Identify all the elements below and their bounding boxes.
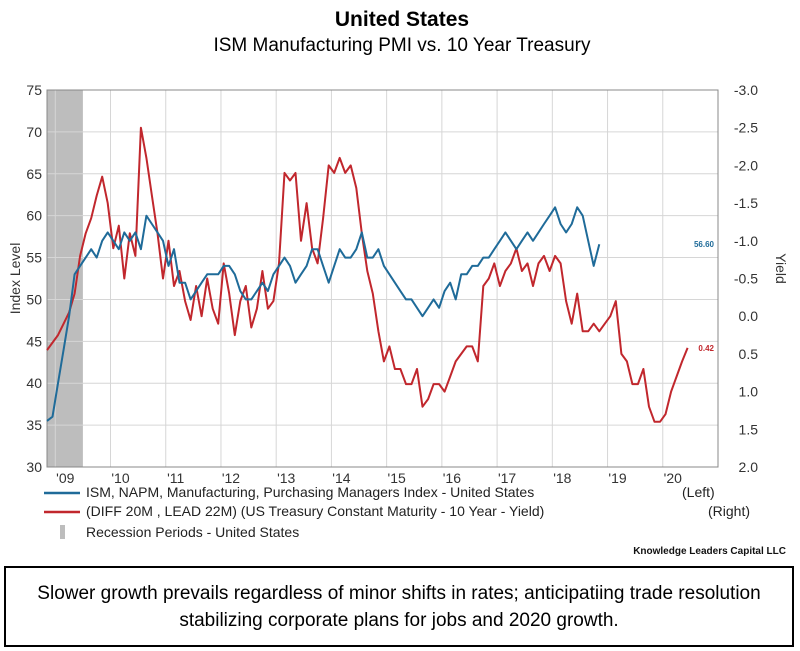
x-tick-label: '10 (111, 470, 129, 486)
yield-end-label: 0.42 (698, 344, 714, 353)
left-axis-ticks: 30 35 40 45 50 55 60 65 70 75 (26, 82, 42, 475)
right-tick-label: 0.5 (739, 346, 759, 362)
left-tick-label: 55 (26, 250, 42, 266)
left-tick-label: 50 (26, 291, 42, 307)
left-tick-label: 65 (26, 166, 42, 182)
legend-label-yield: (DIFF 20M , LEAD 22M) (US Treasury Const… (86, 503, 544, 519)
gridlines (47, 89, 718, 468)
series-end-labels: 0.42 56.60 (694, 240, 715, 353)
left-tick-label: 40 (26, 375, 42, 391)
right-axis-ticks: -3.0 -2.5 -2.0 -1.5 -1.0 -0.5 0.0 0.5 1.0 1.5 2.0 (734, 82, 758, 475)
x-tick-label: '12 (222, 470, 240, 486)
right-tick-label: 1.0 (739, 384, 759, 400)
left-tick-label: 70 (26, 124, 42, 140)
x-tick-label: '09 (56, 470, 74, 486)
legend-suffix-yield: (Right) (708, 503, 750, 519)
right-tick-label: -1.5 (734, 195, 758, 211)
x-tick-label: '19 (608, 470, 626, 486)
left-tick-label: 35 (26, 417, 42, 433)
legend-suffix-ism: (Left) (682, 484, 715, 500)
treasury-yield-line (46, 126, 689, 423)
x-axis-ticks: '09 '10 '11 '12 '13 '14 '15 '16 '17 '18 '19 '20 (56, 470, 682, 486)
legend-swatch-recession (60, 525, 65, 539)
ism-pmi-line (46, 206, 601, 422)
source-credit: Knowledge Leaders Capital LLC (633, 546, 786, 557)
x-tick-label: '17 (498, 470, 516, 486)
ism-end-label: 56.60 (694, 240, 715, 249)
right-axis-label: Yield (773, 253, 789, 284)
x-tick-label: '14 (332, 470, 350, 486)
chart-svg: United States ISM Manufacturing PMI vs. … (7, 8, 789, 557)
legend-label-recession: Recession Periods - United States (86, 524, 299, 540)
legend: ISM, NAPM, Manufacturing, Purchasing Man… (44, 484, 750, 540)
left-tick-label: 60 (26, 208, 42, 224)
caption-box: Slower growth prevails regardless of min… (4, 566, 794, 647)
left-tick-label: 45 (26, 333, 42, 349)
right-tick-label: 0.0 (739, 308, 759, 324)
x-tick-label: '11 (167, 470, 184, 486)
chart-title: United States (335, 8, 469, 31)
x-tick-label: '13 (277, 470, 295, 486)
right-tick-label: -0.5 (734, 271, 758, 287)
left-tick-label: 30 (26, 459, 42, 475)
right-tick-label: -2.5 (734, 120, 758, 136)
chart-subtitle: ISM Manufacturing PMI vs. 10 Year Treasu… (213, 35, 591, 56)
legend-label-ism: ISM, NAPM, Manufacturing, Purchasing Man… (86, 484, 534, 500)
right-tick-label: -1.0 (734, 233, 758, 249)
series-lines (46, 126, 689, 423)
left-axis-label: Index Level (7, 243, 23, 315)
right-tick-label: -2.0 (734, 157, 758, 173)
plot-frame (46, 89, 719, 468)
x-tick-label: '15 (388, 470, 406, 486)
caption-text: Slower growth prevails regardless of min… (37, 582, 761, 631)
right-tick-label: 2.0 (739, 459, 759, 475)
x-tick-label: '18 (553, 470, 571, 486)
left-tick-label: 75 (26, 82, 42, 98)
right-tick-label: -3.0 (734, 82, 758, 98)
x-tick-label: '16 (443, 470, 461, 486)
x-tick-label: '20 (664, 470, 682, 486)
right-tick-label: 1.5 (739, 421, 759, 437)
